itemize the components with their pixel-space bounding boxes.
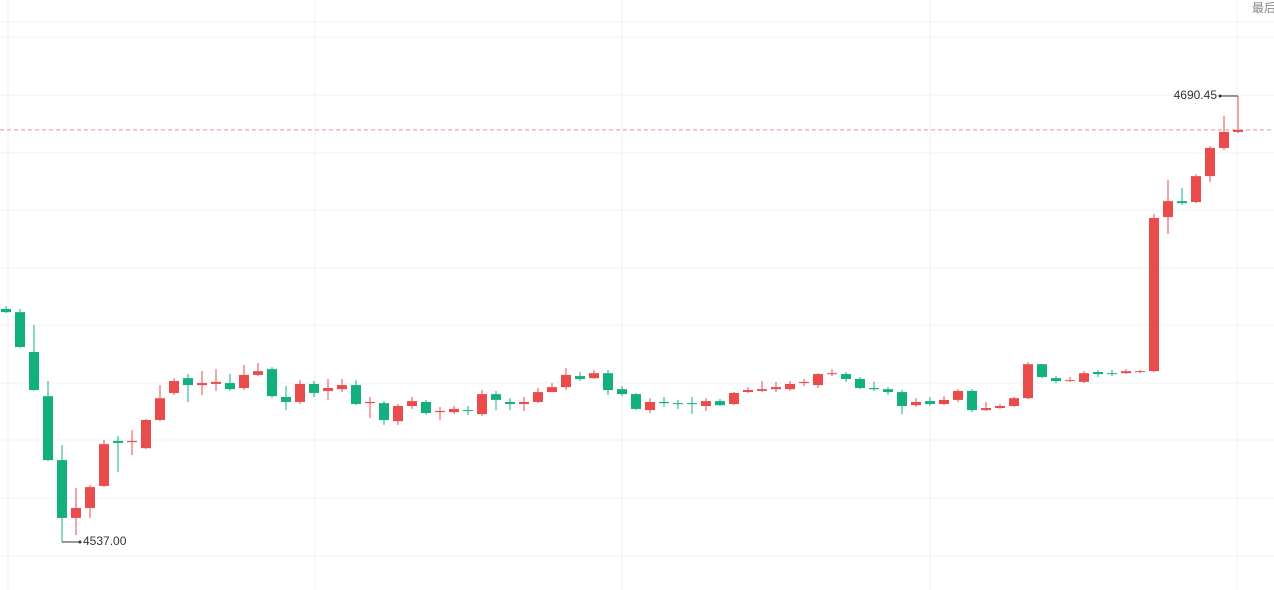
candle-body [393,406,403,422]
candle-body [1233,129,1243,132]
candle-body [463,410,473,412]
candle-body [281,397,291,402]
candle-body [1037,364,1047,377]
candle-body [239,374,249,389]
candle-body [743,390,753,393]
annotation-label: 4690.45 [1174,88,1218,102]
candle-body [687,403,697,405]
candle-body [575,376,585,379]
annotation-dot [78,540,82,544]
candle-body [99,444,109,486]
candle-body [841,374,851,379]
candle-body [85,487,95,509]
candle-body [995,406,1005,409]
candle-body [617,389,627,395]
candle-body [211,381,221,384]
candle-body [15,312,25,348]
candle-body [1065,380,1075,382]
candle-body [589,373,599,379]
candle-body [785,383,795,390]
candle-body [435,410,445,413]
candle-body [155,398,165,420]
candle-body [477,394,487,415]
candle-body [113,440,123,443]
candle-body [1121,371,1131,374]
annotation-label: 4537.00 [83,534,127,548]
candle-body [673,403,683,405]
candle-body [141,419,151,449]
candle-body [491,394,501,400]
candle-body [1107,373,1117,375]
candle-body [1149,217,1159,372]
candle-body [883,389,893,393]
candle-body [855,378,865,389]
candle-body [407,401,417,407]
candle-body [813,374,823,386]
candle-body [43,396,53,461]
candle-body [1219,131,1229,148]
candle-body [1051,378,1061,382]
candle-body [253,371,263,375]
candle-body [533,392,543,402]
candle-body [771,387,781,390]
candle-body [715,401,725,406]
candle-body [127,440,137,443]
candle-body [631,394,641,409]
candle-body [1023,364,1033,399]
candle-body [953,390,963,400]
candle-body [897,392,907,407]
candle-body [57,460,67,518]
candle-body [561,374,571,388]
candle-body [421,401,431,413]
candle-body [547,387,557,393]
candle-body [911,401,921,406]
candle-body [659,401,669,404]
candle-body [309,383,319,393]
candle-body [1093,372,1103,375]
candle-body [1163,201,1173,218]
candle-body [225,383,235,390]
candle-body [827,373,837,375]
candle-body [295,383,305,402]
candle-body [197,383,207,386]
candle-body [925,401,935,404]
annotation-dot [1218,94,1222,98]
candle-body [799,381,809,384]
candle-body [981,408,991,411]
candle-body [365,401,375,404]
candle-body [1009,398,1019,407]
candle-body [29,351,39,391]
candle-body [379,403,389,420]
candle-body [967,390,977,411]
candle-body [701,401,711,407]
candle-body [1177,201,1187,204]
candle-body [1079,373,1089,382]
candle-body [729,392,739,404]
candle-body [169,381,179,393]
candle-body [449,408,459,413]
candle-body [337,385,347,390]
candle-body [645,401,655,411]
candle-body [1,308,11,313]
candle-body [757,389,767,391]
candle-body [351,385,361,404]
corner-label: 最后 [1252,1,1274,15]
candle-body [323,388,333,391]
candle-body [519,401,529,404]
candle-body [183,378,193,386]
candle-body [869,388,879,390]
candle-body [1191,176,1201,202]
candle-body [71,508,81,518]
candle-body [1205,147,1215,177]
candle-body [505,401,515,404]
candle-body [603,373,613,391]
candle-body [1135,371,1145,373]
candle-body [267,369,277,397]
candle-body [939,399,949,404]
